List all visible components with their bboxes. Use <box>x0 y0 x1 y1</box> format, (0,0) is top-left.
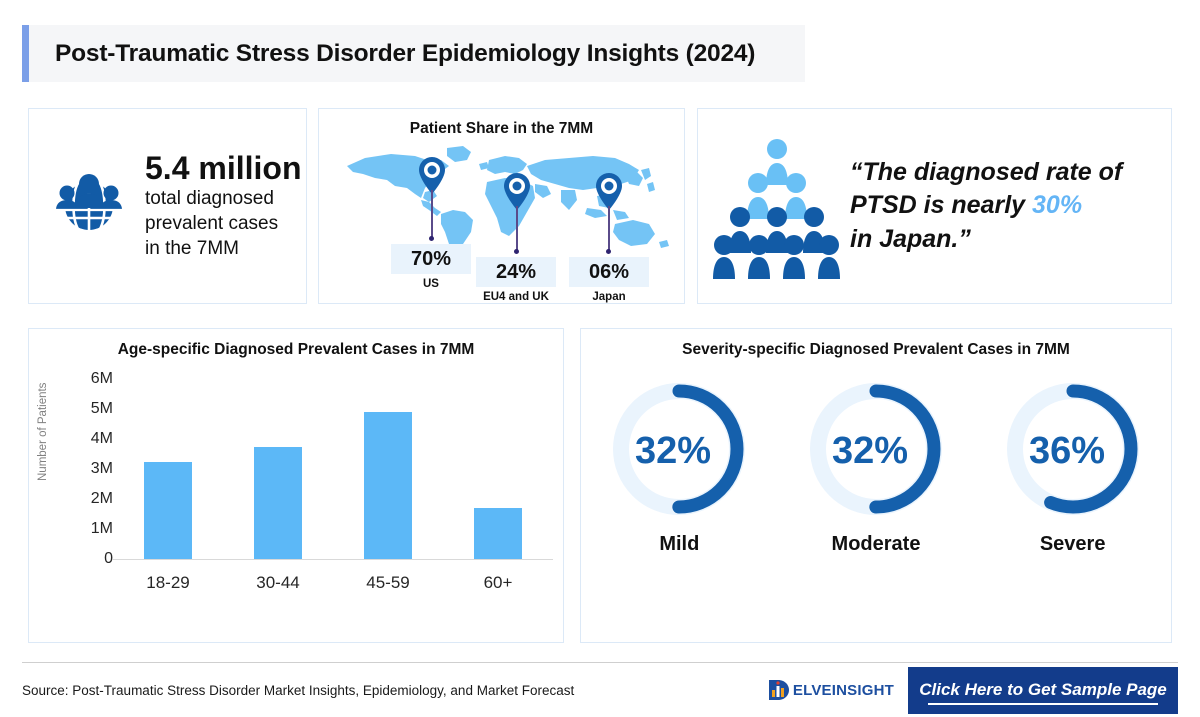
delveinsight-logo: ELVEINSIGHT <box>766 677 894 703</box>
bar-rect <box>364 412 412 559</box>
people-pyramid-icon <box>712 133 842 279</box>
age-specific-chart-card: Age-specific Diagnosed Prevalent Cases i… <box>28 328 564 643</box>
patient-share-card: Patient Share in the 7MM <box>318 108 685 304</box>
quote-card: “The diagnosed rate of PTSD is nearly 30… <box>697 108 1172 304</box>
globe-people-icon <box>45 162 133 250</box>
quote-line-2: PTSD is nearly 30% <box>850 189 1122 223</box>
quote-text: “The diagnosed rate of PTSD is nearly 30… <box>842 156 1122 257</box>
page-footer: Source: Post-Traumatic Stress Disorder M… <box>22 663 1178 717</box>
age-chart-plot: Number of Patients 6M 5M 4M 3M 2M 1M 0 18-29 30… <box>29 359 565 629</box>
location-pin-icon <box>596 173 622 210</box>
page-title: Post-Traumatic Stress Disorder Epidemiol… <box>55 39 756 67</box>
total-cases-desc-line1: total diagnosed <box>145 187 274 209</box>
quote-highlight: 30% <box>1032 191 1083 220</box>
donut-percent-value: 36% <box>1029 430 1105 472</box>
delveinsight-wordmark: ELVEINSIGHT <box>792 681 894 699</box>
donut-gauge-icon: 36% <box>1006 383 1139 515</box>
source-value: Post-Traumatic Stress Disorder Market In… <box>72 682 575 698</box>
age-chart-yaxis: 6M 5M 4M 3M 2M 1M 0 <box>51 359 113 629</box>
cta-label: Click Here to Get Sample Page <box>919 680 1167 699</box>
donut-gauge-icon: 32% <box>809 383 942 515</box>
header-accent-bar <box>22 25 29 82</box>
age-chart-xtick: 30-44 <box>256 573 300 592</box>
cta-underline <box>928 703 1158 705</box>
severity-donut-item: 36% Severe <box>983 373 1163 556</box>
world-map-icon <box>347 146 669 250</box>
donut-category-label: Moderate <box>831 533 921 555</box>
age-chart-bars <box>113 379 553 559</box>
age-chart-ylabel: Number of Patients <box>37 382 49 481</box>
footer-divider <box>22 662 1178 663</box>
age-chart-bar <box>113 461 223 559</box>
quote-line-3: in Japan.” <box>850 224 971 253</box>
total-cases-desc-line3: in the 7MM <box>145 237 239 259</box>
page-header: Post-Traumatic Stress Disorder Epidemiol… <box>22 25 805 82</box>
age-chart-bar <box>443 508 553 559</box>
donut-percent-value: 32% <box>832 430 908 472</box>
age-chart-xtick: 60+ <box>483 573 513 592</box>
age-chart-bar <box>223 446 333 559</box>
age-chart-ytick: 4M <box>90 430 113 447</box>
patient-share-title: Patient Share in the 7MM <box>409 120 594 137</box>
donut-category-label: Severe <box>1039 533 1106 555</box>
age-chart-xtick: 18-29 <box>146 573 190 592</box>
quote-line-1: “The diagnosed rate of <box>850 157 1123 186</box>
share-label-eu: EU4 and UK <box>483 291 549 303</box>
donut-percent-value: 32% <box>635 430 711 472</box>
donut-gauge-icon: 32% <box>613 383 746 515</box>
age-chart-ytick: 6M <box>90 370 113 387</box>
severity-donut-row: 32% Mild 32% Moderate 36% Severe <box>581 373 1171 556</box>
age-chart-title: Age-specific Diagnosed Prevalent Cases i… <box>117 341 475 358</box>
total-cases-desc-line2: prevalent cases <box>145 212 279 234</box>
age-chart-bar <box>333 412 443 559</box>
total-cases-card: 5.4 million total diagnosed prevalent ca… <box>28 108 307 304</box>
age-chart-ytick: 2M <box>90 490 113 507</box>
get-sample-page-button[interactable]: Click Here to Get Sample Page <box>908 666 1178 714</box>
source-label: Source: <box>22 682 69 698</box>
world-map-area: 70% US 24% EU4 and UK <box>319 140 686 303</box>
age-chart-ytick: 5M <box>90 400 113 417</box>
share-label-us: US <box>423 278 439 290</box>
severity-chart-card: Severity-specific Diagnosed Prevalent Ca… <box>580 328 1172 643</box>
severity-donut-item: 32% Mild <box>589 373 769 556</box>
bar-rect <box>474 508 522 559</box>
share-label-japan: Japan <box>592 291 626 303</box>
age-chart-ytick: 1M <box>90 520 113 537</box>
location-pin-icon <box>504 173 530 210</box>
share-percent-japan: 06% <box>569 257 649 287</box>
severity-chart-title: Severity-specific Diagnosed Prevalent Ca… <box>682 341 1070 358</box>
age-chart-ytick: 0 <box>104 550 113 567</box>
age-chart-axis-line <box>113 559 553 560</box>
severity-donut-item: 32% Moderate <box>786 373 966 556</box>
location-pin-icon <box>419 157 445 194</box>
delveinsight-mark-icon <box>768 680 789 700</box>
share-percent-eu: 24% <box>476 257 556 287</box>
age-chart-ytick: 3M <box>90 460 113 477</box>
donut-category-label: Mild <box>659 533 700 555</box>
share-percent-us: 70% <box>391 244 471 274</box>
bar-rect <box>254 446 302 559</box>
bar-rect <box>144 461 192 559</box>
total-cases-value: 5.4 million <box>145 150 302 187</box>
source-text: Source: Post-Traumatic Stress Disorder M… <box>22 683 766 698</box>
quote-line-2-text: PTSD is nearly <box>850 191 1033 220</box>
age-chart-xtick: 45-59 <box>366 573 410 592</box>
